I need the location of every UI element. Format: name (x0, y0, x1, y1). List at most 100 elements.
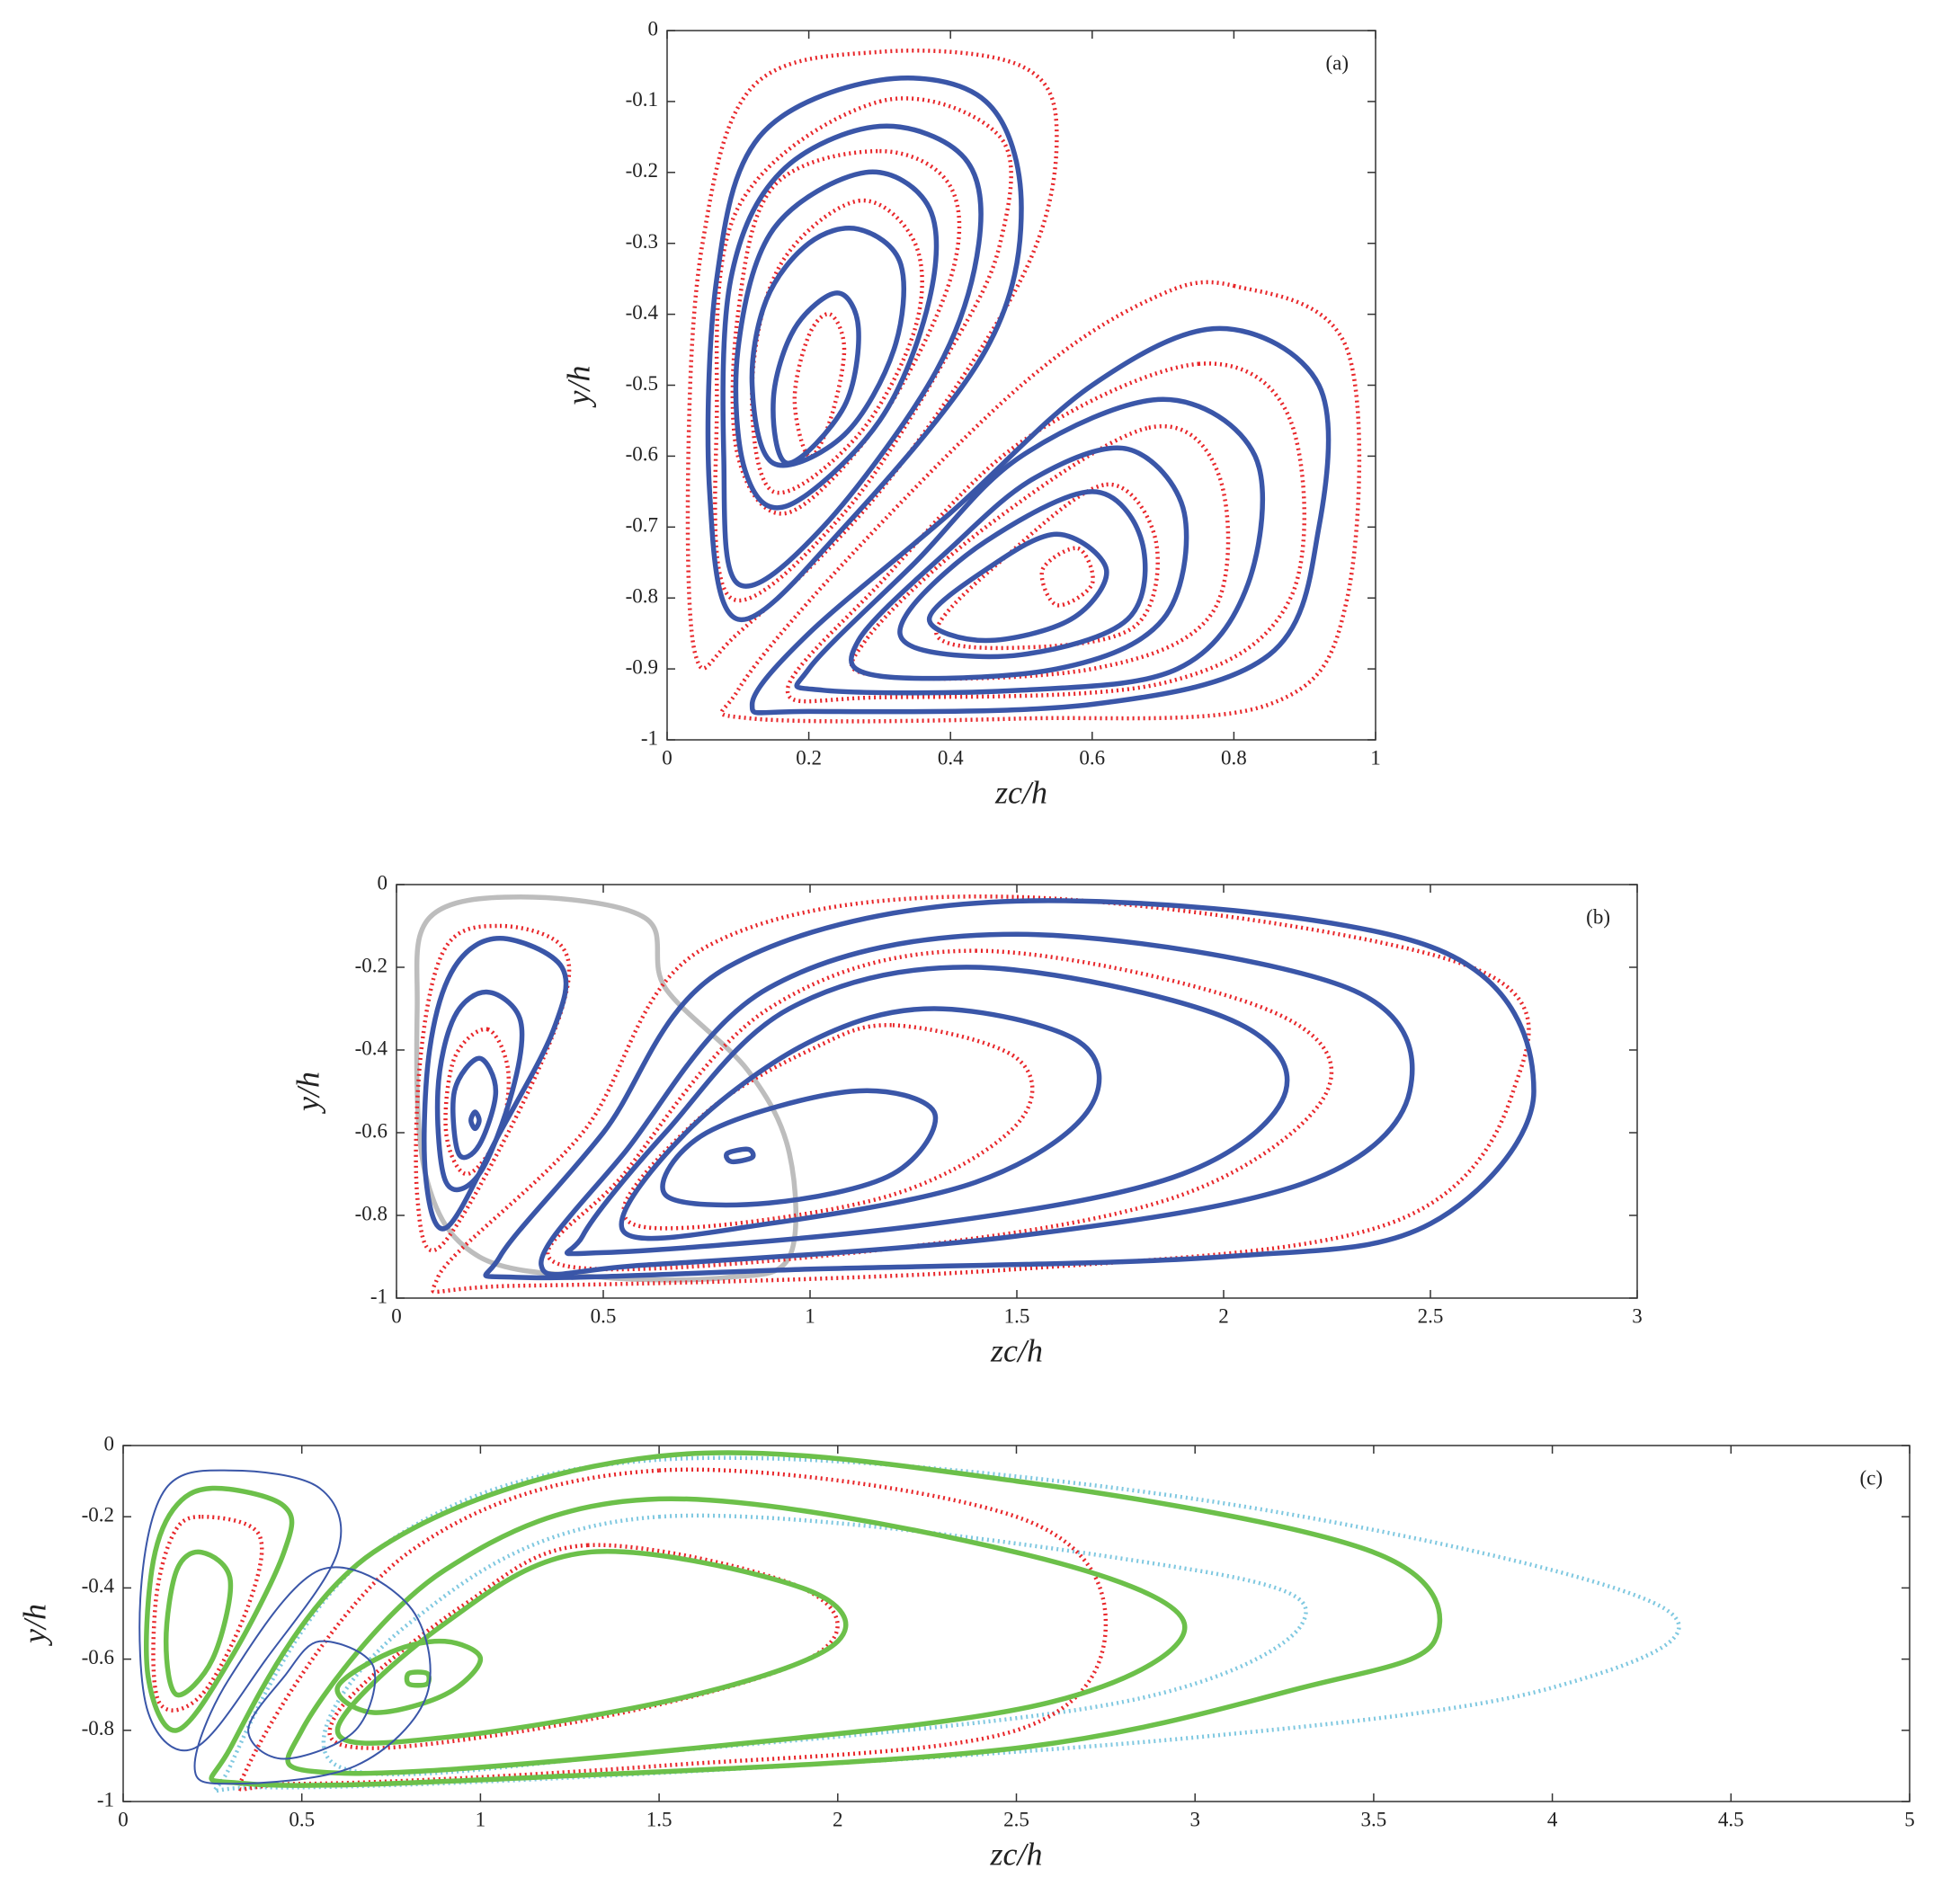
y-tick-label: -0.4 (355, 1037, 388, 1059)
panel: 0 0.2 0.4 0.6 0.8 1 0 -0.1 -0.2 -0.3 -0.4 -0.5 -0.6 -… (560, 17, 1380, 810)
contour-line (926, 531, 1109, 644)
contour-line (685, 49, 1059, 671)
contour-line (720, 123, 984, 589)
contours (138, 1450, 1681, 1793)
y-tick-label: -0.4 (626, 301, 659, 324)
contour-line (749, 226, 906, 468)
contour-line (327, 1543, 840, 1750)
contour-line (771, 290, 861, 467)
y-tick-label: 0 (648, 17, 659, 40)
x-tick-label: 1.5 (1004, 1304, 1030, 1327)
contour-line (236, 1467, 1109, 1792)
contour-line (163, 1549, 234, 1698)
y-tick-label: -0.6 (626, 443, 658, 466)
contour-line (334, 1549, 849, 1746)
panel-label: (a) (1325, 51, 1349, 74)
contour-line (724, 1146, 756, 1165)
contour-line (785, 361, 1307, 704)
y-tick-label: -1 (641, 726, 658, 749)
y-tick-label: -0.8 (626, 584, 658, 607)
x-tick-label: 1 (805, 1304, 815, 1327)
panel-label: (b) (1586, 905, 1610, 928)
y-tick-label: -0.2 (355, 954, 387, 976)
contour-line (468, 1109, 482, 1132)
x-tick-label: 5 (1904, 1808, 1915, 1830)
y-tick-label: -0.5 (626, 372, 658, 395)
y-axis-label: y/h (560, 366, 596, 408)
contour-line (151, 1514, 264, 1713)
contour-line (621, 1023, 1035, 1231)
contour-line (247, 1640, 377, 1760)
contour-line (285, 1496, 1188, 1776)
contour-line (1039, 546, 1095, 608)
panel: 0 0.5 1 1.5 2 2.5 3 0 -0.2 -0.4 -0.6 -0.8 -1 (b) zc/h y… (290, 871, 1642, 1368)
y-tick-label: -0.1 (626, 88, 658, 111)
x-tick-label: 3.5 (1361, 1808, 1387, 1830)
x-tick-label: 1 (476, 1808, 486, 1830)
x-tick-label: 0.5 (289, 1808, 315, 1830)
contour-line (564, 965, 1290, 1257)
contour-line (450, 1055, 499, 1161)
x-tick-label: 1 (1370, 746, 1381, 769)
y-tick-label: -0.8 (355, 1202, 387, 1224)
contour-line (733, 169, 940, 511)
x-tick-label: 4.5 (1718, 1808, 1744, 1830)
panel: 0 0.5 1 1.5 2 2.5 3 3.5 4 4.5 5 0 -0.2 -0.4 -0.6 -0.8 -1… (16, 1432, 1914, 1872)
contour-line (750, 198, 924, 495)
x-tick-label: 0.4 (938, 746, 964, 769)
contour-line (850, 423, 1231, 681)
contour-line (794, 396, 1266, 696)
contours (414, 894, 1537, 1295)
y-tick-label: -0.8 (82, 1717, 114, 1739)
y-tick-label: -0.3 (626, 230, 658, 253)
contour-line (334, 1638, 484, 1715)
contour-line (539, 931, 1415, 1277)
contour-line (212, 1455, 1681, 1793)
y-tick-label: -0.4 (82, 1575, 115, 1597)
x-tick-label: 1.5 (646, 1808, 673, 1830)
y-tick-label: -0.6 (355, 1119, 387, 1142)
panel-label: (c) (1859, 1466, 1883, 1489)
contour-line (897, 489, 1148, 660)
x-tick-label: 0 (118, 1808, 129, 1830)
contour-line (422, 936, 569, 1232)
plot-area (396, 885, 1637, 1298)
x-axis-label: zc/h (990, 1836, 1043, 1872)
contour-line (705, 76, 1024, 623)
y-tick-label: -1 (370, 1285, 387, 1307)
contour-line (209, 1450, 1443, 1788)
x-axis-label: zc/h (994, 774, 1047, 810)
x-tick-label: 2.5 (1003, 1808, 1029, 1830)
contour-line (434, 989, 525, 1193)
y-tick-label: -1 (97, 1788, 114, 1811)
y-tick-label: 0 (104, 1432, 115, 1455)
x-tick-label: 4 (1547, 1808, 1558, 1830)
x-tick-label: 2 (1218, 1304, 1229, 1327)
x-axis-label: zc/h (990, 1332, 1043, 1368)
contour-line (660, 1088, 939, 1208)
x-tick-label: 3 (1632, 1304, 1643, 1327)
x-tick-label: 0.6 (1079, 746, 1105, 769)
contour-line (414, 923, 572, 1253)
x-tick-label: 0 (391, 1304, 402, 1327)
y-tick-label: -0.9 (626, 655, 658, 678)
contour-line (404, 1669, 432, 1688)
x-tick-label: 0.8 (1221, 746, 1247, 769)
x-tick-label: 0.2 (796, 746, 822, 769)
x-tick-label: 0 (662, 746, 673, 769)
contour-line (414, 894, 799, 1283)
y-tick-label: -0.2 (626, 159, 658, 182)
contour-line (749, 325, 1332, 716)
y-tick-label: -0.6 (82, 1646, 114, 1668)
y-tick-label: -0.7 (626, 514, 658, 537)
y-axis-label: y/h (16, 1604, 52, 1646)
y-tick-label: 0 (378, 871, 388, 894)
contours (685, 49, 1362, 724)
x-tick-label: 3 (1189, 1808, 1200, 1830)
y-tick-label: -0.2 (82, 1503, 114, 1526)
contour-line (619, 1006, 1102, 1241)
contour-line (483, 898, 1537, 1281)
x-tick-label: 0.5 (591, 1304, 617, 1327)
contour-line (193, 1566, 432, 1785)
